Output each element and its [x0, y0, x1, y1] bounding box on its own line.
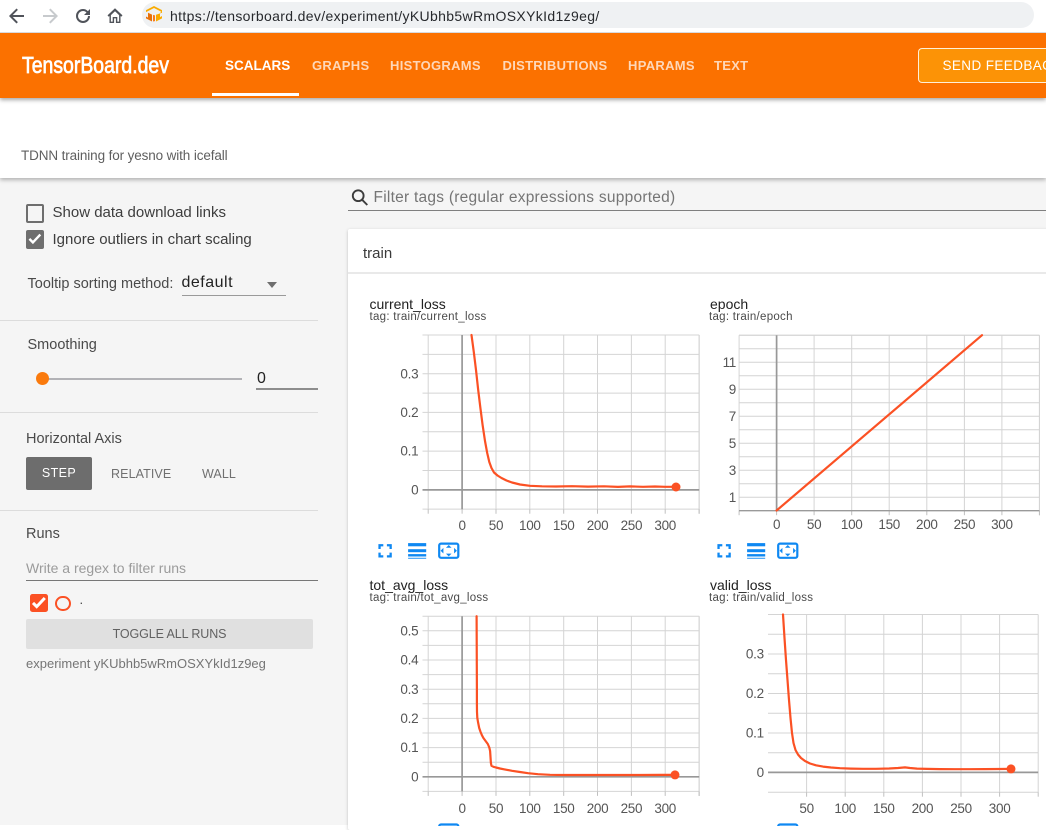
svg-text:50: 50 [799, 801, 813, 816]
svg-text:100: 100 [519, 518, 541, 533]
svg-text:250: 250 [621, 801, 643, 816]
svg-text:0.5: 0.5 [400, 623, 418, 638]
svg-text:0.3: 0.3 [400, 366, 418, 381]
svg-text:300: 300 [654, 518, 676, 533]
svg-text:100: 100 [519, 801, 541, 816]
svg-text:0.1: 0.1 [746, 726, 764, 741]
svg-text:50: 50 [489, 518, 503, 533]
svg-text:50: 50 [489, 801, 503, 816]
svg-text:0.2: 0.2 [746, 686, 764, 701]
svg-text:0.1: 0.1 [400, 444, 418, 459]
svg-text:200: 200 [916, 517, 938, 532]
svg-text:300: 300 [654, 801, 676, 816]
svg-text:0: 0 [757, 765, 764, 780]
svg-text:11: 11 [723, 355, 736, 370]
svg-text:0.1: 0.1 [400, 740, 418, 755]
svg-text:150: 150 [553, 518, 575, 533]
svg-text:250: 250 [950, 801, 972, 816]
svg-text:0: 0 [411, 769, 418, 784]
svg-text:250: 250 [621, 518, 643, 533]
svg-text:0.4: 0.4 [400, 653, 419, 668]
svg-text:9: 9 [729, 382, 736, 397]
svg-text:50: 50 [807, 517, 821, 532]
svg-text:1: 1 [729, 490, 736, 505]
svg-text:0.3: 0.3 [746, 647, 764, 662]
svg-text:100: 100 [834, 801, 856, 816]
svg-text:0: 0 [458, 801, 465, 816]
svg-text:0.2: 0.2 [400, 711, 418, 726]
svg-text:0: 0 [458, 518, 465, 533]
svg-text:200: 200 [587, 518, 609, 533]
svg-text:0.3: 0.3 [400, 682, 418, 697]
svg-text:7: 7 [729, 409, 736, 424]
svg-text:150: 150 [878, 517, 900, 532]
svg-text:150: 150 [553, 801, 575, 816]
svg-text:300: 300 [991, 517, 1013, 532]
svg-text:5: 5 [729, 436, 736, 451]
svg-text:3: 3 [729, 463, 736, 478]
svg-text:0: 0 [411, 483, 418, 498]
svg-text:300: 300 [989, 801, 1011, 816]
svg-text:0.2: 0.2 [400, 405, 418, 420]
svg-text:200: 200 [912, 801, 934, 816]
svg-text:250: 250 [954, 517, 976, 532]
svg-text:100: 100 [841, 517, 863, 532]
svg-text:150: 150 [873, 801, 895, 816]
svg-text:200: 200 [587, 801, 609, 816]
svg-text:0: 0 [773, 517, 780, 532]
